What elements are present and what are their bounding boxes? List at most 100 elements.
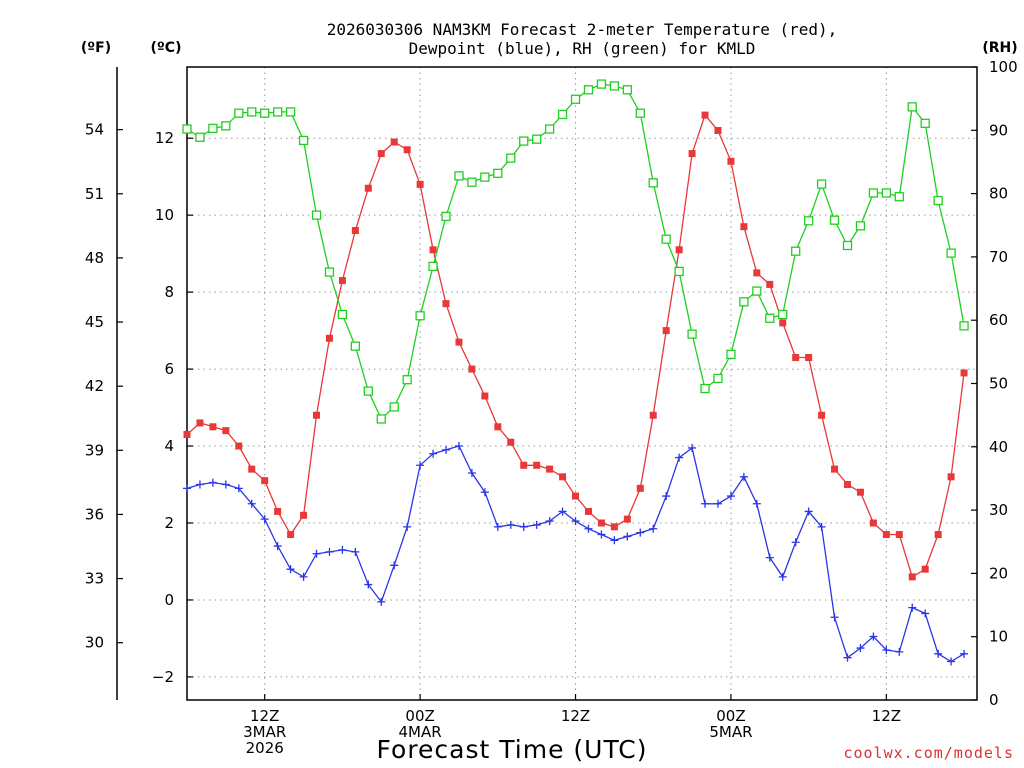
rh-point <box>350 341 361 351</box>
rh-point <box>868 188 879 198</box>
dewpoint-point <box>208 478 217 487</box>
temperature-point <box>520 461 528 469</box>
temperature-point <box>274 507 282 515</box>
dewpoint-point <box>623 532 632 541</box>
temperature-point <box>287 531 295 539</box>
rh-point <box>635 108 645 118</box>
temperature-point <box>494 423 502 431</box>
rh-point <box>285 107 296 117</box>
rh-point <box>583 85 594 95</box>
temperature-point <box>779 319 787 327</box>
rh-unit-label: (RH) <box>982 40 1017 56</box>
rh-point <box>376 414 386 424</box>
temperature-point <box>831 465 839 473</box>
fahrenheit-tick-label: 39 <box>85 441 104 459</box>
dewpoint-point <box>571 517 580 526</box>
fahrenheit-tick-label: 51 <box>85 185 104 203</box>
rh-point <box>311 210 322 220</box>
temperature-point <box>403 146 411 154</box>
temperature-point <box>960 369 968 377</box>
dewpoint-point <box>649 524 658 533</box>
temperature-point <box>455 338 463 346</box>
rh-point <box>363 386 373 396</box>
dewpoint-point <box>636 528 645 537</box>
dewpoint-point <box>895 647 904 656</box>
temperature-point <box>572 492 580 500</box>
rh-point <box>208 123 218 134</box>
rh-tick-label: 0 <box>989 691 999 709</box>
dewpoint-point <box>960 649 969 658</box>
temperature-point <box>442 300 450 308</box>
celsius-tick-label: 6 <box>164 360 174 378</box>
dewpoint-point <box>610 536 619 545</box>
rh-point <box>674 266 684 277</box>
dewpoint-point <box>662 492 671 501</box>
rh-point <box>337 309 348 320</box>
rh-point <box>894 192 904 202</box>
dewpoint-point <box>713 499 722 508</box>
temperature-point <box>727 157 735 165</box>
rh-point <box>234 108 244 118</box>
rh-point <box>596 79 607 89</box>
dewpoint-point <box>312 549 321 558</box>
rh-point <box>842 240 853 251</box>
rh-point <box>260 108 270 118</box>
rh-point <box>829 215 840 225</box>
rh-point <box>415 311 425 321</box>
dewpoint-point <box>467 468 476 477</box>
dewpoint-point <box>273 542 282 551</box>
dewpoint-point <box>856 644 865 653</box>
celsius-tick-label: 4 <box>164 437 174 455</box>
rh-point <box>506 153 516 163</box>
rh-point <box>881 188 891 198</box>
rh-point <box>570 94 581 104</box>
dewpoint-point <box>221 480 230 489</box>
gridlines <box>187 67 977 700</box>
temperature-point <box>351 227 359 235</box>
rh-tick-label: 80 <box>989 185 1008 203</box>
dewpoint-point <box>882 645 891 654</box>
axes <box>116 66 978 701</box>
dewpoint-point <box>480 488 489 497</box>
celsius-tick-label: −2 <box>152 668 174 686</box>
credit-text: coolwx.com/models <box>843 744 1014 762</box>
temperature-point <box>235 442 243 450</box>
dewpoint-point <box>830 613 839 622</box>
rh-tick-label: 70 <box>989 248 1008 266</box>
temperature-point <box>908 573 916 581</box>
rh-point <box>661 234 671 244</box>
rh-point <box>273 107 283 117</box>
rh-tick-label: 100 <box>989 58 1018 76</box>
dewpoint-point <box>377 597 386 606</box>
dewpoint-point <box>338 545 347 554</box>
dewpoint-point <box>701 499 710 508</box>
rh-axis-ticks: 0 10 20 30 40 50 60 70 80 90 100 <box>971 58 1018 709</box>
rh-point <box>907 102 917 112</box>
celsius-unit-label: (ºC) <box>151 40 182 56</box>
dewpoint-point <box>947 657 956 666</box>
rh-point <box>648 178 658 188</box>
rh-point <box>195 132 205 142</box>
rh-point <box>493 168 503 178</box>
fahrenheit-axis-ticks: 30 33 36 39 42 45 48 51 54 <box>85 121 123 652</box>
temperature-point <box>675 246 683 254</box>
rh-point <box>791 246 801 256</box>
temperature-point <box>248 465 256 473</box>
temperature-point <box>261 477 269 485</box>
temperature-point <box>507 438 515 446</box>
rh-point <box>803 216 814 226</box>
rh-tick-label: 10 <box>989 628 1008 646</box>
temperature-point <box>338 277 346 285</box>
rh-point <box>298 135 309 146</box>
rh-point <box>221 121 231 131</box>
fahrenheit-tick-label: 36 <box>85 505 104 523</box>
temperature-point <box>559 473 567 481</box>
dewpoint-point <box>765 553 774 562</box>
time-tick-label: 12Z <box>872 707 901 725</box>
temperature-point <box>792 354 800 362</box>
temperature-point <box>222 427 230 435</box>
temperature-point <box>662 327 670 335</box>
dewpoint-point <box>869 632 878 641</box>
